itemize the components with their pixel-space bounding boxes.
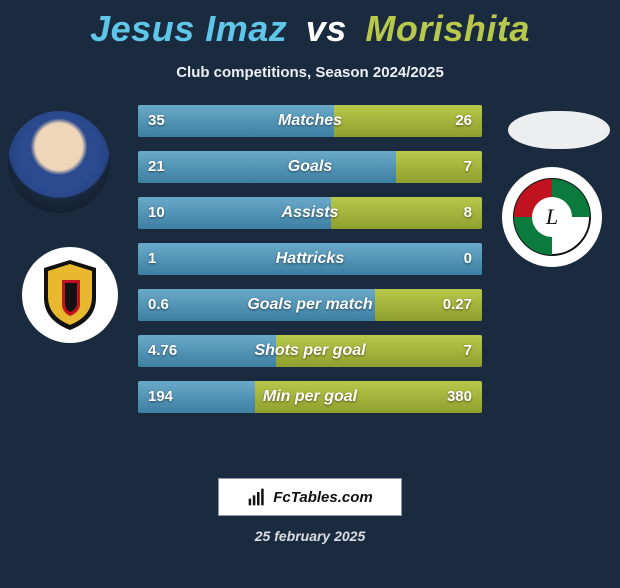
stat-row: 108Assists <box>138 197 482 229</box>
chart-icon <box>247 487 267 507</box>
page-title: Jesus Imaz vs Morishita <box>0 8 620 50</box>
player1-avatar <box>8 111 110 213</box>
subtitle: Club competitions, Season 2024/2025 <box>0 64 620 81</box>
stat-label: Min per goal <box>138 381 482 413</box>
branding-badge[interactable]: FcTables.com <box>218 478 402 516</box>
stat-row: 217Goals <box>138 151 482 183</box>
stat-label: Hattricks <box>138 243 482 275</box>
crest-icon <box>40 258 100 332</box>
title-player1: Jesus Imaz <box>90 8 287 49</box>
svg-text:L: L <box>545 204 558 229</box>
title-player2: Morishita <box>365 8 530 49</box>
stat-label: Goals per match <box>138 289 482 321</box>
stat-label: Matches <box>138 105 482 137</box>
stat-label: Shots per goal <box>138 335 482 367</box>
title-vs: vs <box>306 8 347 49</box>
stat-label: Assists <box>138 197 482 229</box>
date-label: 25 february 2025 <box>0 528 620 544</box>
stat-row: 4.767Shots per goal <box>138 335 482 367</box>
player1-club-crest <box>22 247 118 343</box>
stat-label: Goals <box>138 151 482 183</box>
crest-icon: L <box>512 177 592 257</box>
branding-text: FcTables.com <box>273 489 372 506</box>
stat-row: 0.60.27Goals per match <box>138 289 482 321</box>
player2-club-crest: L <box>502 167 602 267</box>
stat-row: 10Hattricks <box>138 243 482 275</box>
stat-row: 3526Matches <box>138 105 482 137</box>
stat-row: 194380Min per goal <box>138 381 482 413</box>
stat-rows: 3526Matches 217Goals 108Assists 10Hattricks… <box>138 105 482 427</box>
player2-avatar <box>508 111 610 149</box>
